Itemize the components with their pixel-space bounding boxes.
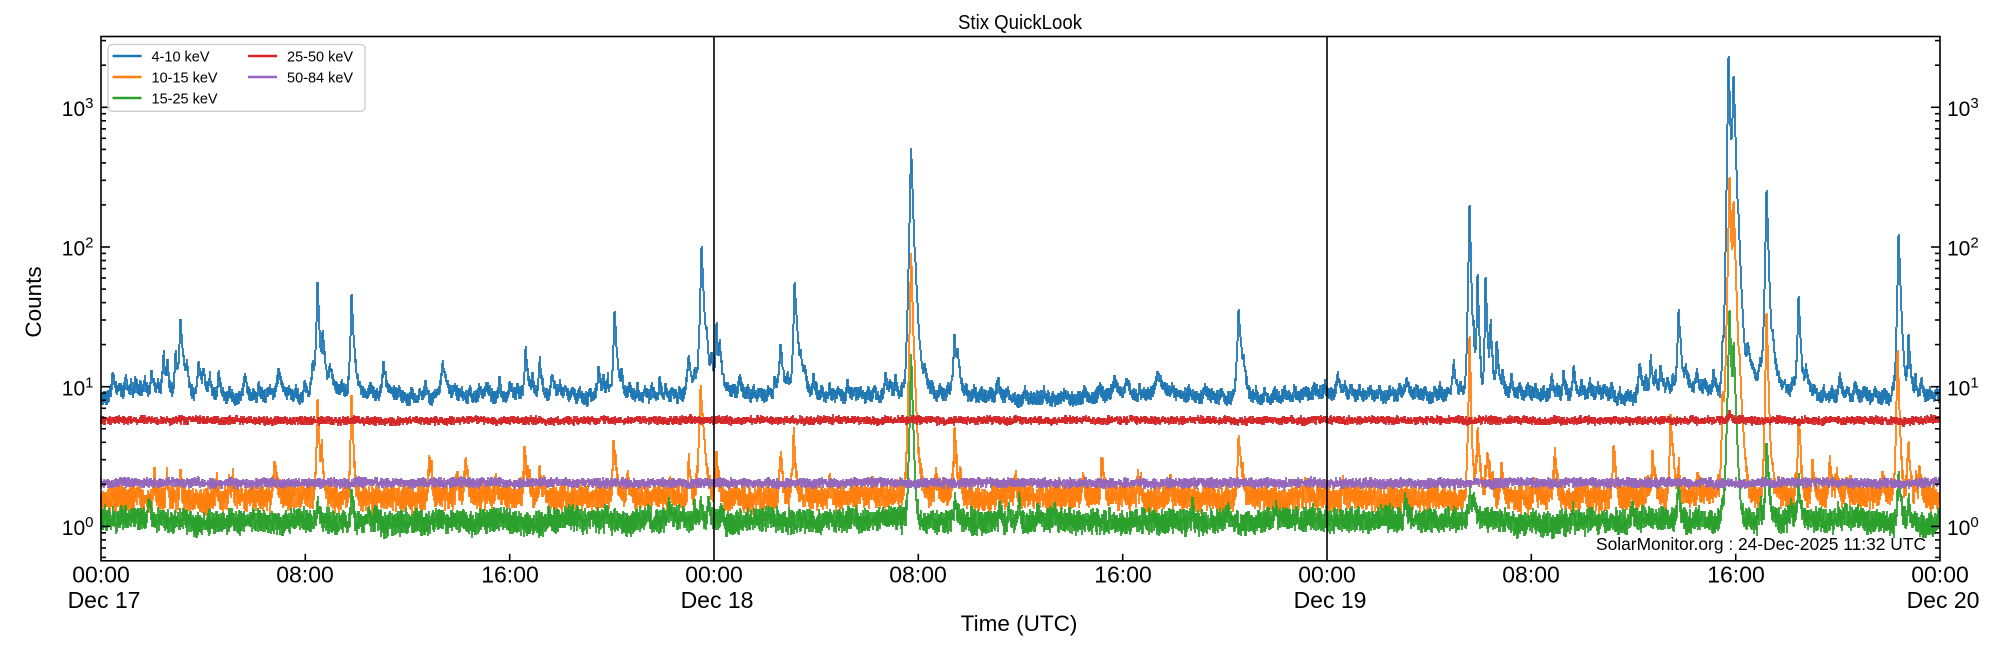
svg-text:Stix QuickLook: Stix QuickLook <box>958 12 1083 34</box>
svg-text:10-15 keV: 10-15 keV <box>152 71 218 87</box>
svg-text:50-84 keV: 50-84 keV <box>287 71 353 87</box>
svg-text:08:00: 08:00 <box>276 562 334 588</box>
svg-text:16:00: 16:00 <box>481 562 539 588</box>
svg-text:Dec 18: Dec 18 <box>681 587 754 613</box>
svg-text:Time (UTC): Time (UTC) <box>961 611 1078 636</box>
svg-text:16:00: 16:00 <box>1094 562 1152 588</box>
svg-text:08:00: 08:00 <box>1502 562 1560 588</box>
svg-text:00:00: 00:00 <box>1911 562 1969 588</box>
svg-text:Counts: Counts <box>21 266 46 337</box>
svg-text:102: 102 <box>1947 235 1979 261</box>
svg-text:SolarMonitor.org : 24-Dec-2025: SolarMonitor.org : 24-Dec-2025 11:32 UTC <box>1596 534 1926 554</box>
svg-text:00:00: 00:00 <box>685 562 743 588</box>
svg-text:00:00: 00:00 <box>72 562 130 588</box>
svg-text:4-10 keV: 4-10 keV <box>152 50 210 66</box>
svg-text:25-50 keV: 25-50 keV <box>287 50 353 66</box>
svg-text:Dec 17: Dec 17 <box>68 587 141 613</box>
svg-text:Dec 20: Dec 20 <box>1907 587 1980 613</box>
svg-text:Dec 19: Dec 19 <box>1294 587 1367 613</box>
svg-text:00:00: 00:00 <box>1298 562 1356 588</box>
svg-text:15-25 keV: 15-25 keV <box>152 92 218 108</box>
svg-text:08:00: 08:00 <box>889 562 947 588</box>
svg-text:16:00: 16:00 <box>1707 562 1765 588</box>
